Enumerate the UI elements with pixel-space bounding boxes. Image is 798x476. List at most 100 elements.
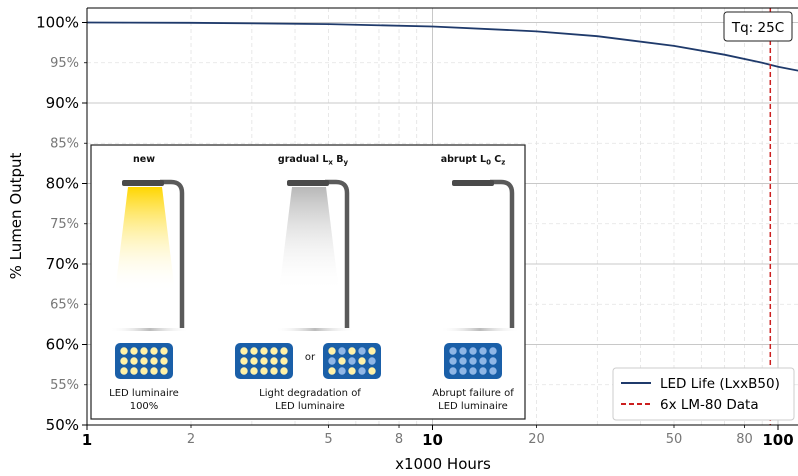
led-on-dot <box>270 347 278 355</box>
inset-panel-new: new LED luminaire 100% <box>109 154 190 412</box>
led-on-dot <box>368 367 376 375</box>
inset-illustration: new LED luminaire 100% gradual Lx By or … <box>90 144 526 420</box>
y-tick-label-major: 80% <box>46 174 79 192</box>
axes <box>82 7 798 430</box>
led-off-dot <box>479 357 487 365</box>
x-tick-label-minor: 80 <box>736 432 753 447</box>
led-on-dot <box>140 367 148 375</box>
caption-gradual-line1: Light degradation of <box>259 388 361 399</box>
y-tick-label-major: 100% <box>36 13 79 31</box>
caption-new-line1: LED luminaire <box>109 388 179 399</box>
led-on-dot <box>140 357 148 365</box>
led-on-dot <box>368 347 376 355</box>
led-on-dot <box>150 347 158 355</box>
y-tick-label-minor: 75% <box>50 217 79 232</box>
streetlight-head-gradual-icon <box>287 180 329 186</box>
caption-abrupt-line2: LED luminaire <box>438 401 508 412</box>
y-tick-label-major: 60% <box>46 335 79 353</box>
led-on-dot <box>240 347 248 355</box>
ground-abrupt <box>440 328 520 331</box>
led-off-dot <box>459 357 467 365</box>
led-off-dot <box>348 357 356 365</box>
x-tick-label-minor: 50 <box>666 432 683 447</box>
led-on-dot <box>130 347 138 355</box>
caption-abrupt-line1: Abrupt failure of <box>432 388 514 399</box>
led-off-dot <box>469 357 477 365</box>
led-on-dot <box>328 347 336 355</box>
led-off-dot <box>469 367 477 375</box>
ground-new <box>110 328 190 331</box>
ground-gradual <box>275 328 355 331</box>
y-tick-label-major: 90% <box>46 94 79 112</box>
caption-gradual-line2: LED luminaire <box>275 401 345 412</box>
led-off-dot <box>358 347 366 355</box>
x-axis-label: x1000 Hours <box>395 455 491 473</box>
led-on-dot <box>270 367 278 375</box>
inset-heading-abrupt: abrupt L0 Cz <box>441 154 506 167</box>
led-off-dot <box>489 357 497 365</box>
y-tick-label-minor: 65% <box>50 298 79 313</box>
or-label: or <box>305 352 316 363</box>
inset-heading-gradual: gradual Lx By <box>278 154 349 167</box>
inset-panel-abrupt: abrupt L0 Cz Abrupt failure of LED lumin… <box>432 154 520 412</box>
led-on-dot <box>338 357 346 365</box>
x-tick-label-minor: 5 <box>324 432 332 447</box>
annotation-tq-box: Tq: 25C <box>723 11 793 42</box>
led-off-dot <box>449 367 457 375</box>
inset-heading-new: new <box>133 154 155 165</box>
led-off-dot <box>459 367 467 375</box>
beam-yellow-icon <box>115 187 175 292</box>
legend-label-lm80: 6x LM-80 Data <box>660 397 759 413</box>
led-on-dot <box>130 367 138 375</box>
led-on-dot <box>260 357 268 365</box>
x-tick-label-minor: 8 <box>395 432 403 447</box>
led-on-dot <box>120 367 128 375</box>
led-on-dot <box>328 367 336 375</box>
legend-label-led-life: LED Life (LxxB50) <box>660 376 780 392</box>
x-tick-label-major: 10 <box>422 431 443 449</box>
x-tick-label-minor: 2 <box>187 432 195 447</box>
led-on-dot <box>240 357 248 365</box>
led-off-dot <box>368 357 376 365</box>
led-on-dot <box>250 367 258 375</box>
led-on-dot <box>270 357 278 365</box>
streetlight-pole-abrupt-icon <box>490 179 515 328</box>
led-off-dot <box>449 347 457 355</box>
caption-new-line2: 100% <box>130 401 159 412</box>
led-on-dot <box>150 367 158 375</box>
led-on-dot <box>260 367 268 375</box>
led-module-all-off-icon <box>444 343 502 379</box>
led-on-dot <box>160 357 168 365</box>
led-off-dot <box>338 347 346 355</box>
led-on-dot <box>260 347 268 355</box>
led-on-dot <box>160 367 168 375</box>
led-off-dot <box>449 357 457 365</box>
led-on-dot <box>348 347 356 355</box>
led-on-dot <box>120 357 128 365</box>
inset-panel-gradual: gradual Lx By or Light degradation of LE… <box>235 154 381 412</box>
x-tick-label-major: 1 <box>82 431 92 449</box>
series-layer <box>86 8 798 425</box>
led-on-dot <box>160 347 168 355</box>
led-off-dot <box>328 357 336 365</box>
led-off-dot <box>469 347 477 355</box>
led-on-dot <box>240 367 248 375</box>
led-on-dot <box>348 367 356 375</box>
led-off-dot <box>459 347 467 355</box>
streetlight-pole-gradual-icon <box>325 179 350 328</box>
led-on-dot <box>120 347 128 355</box>
led-off-dot <box>338 367 346 375</box>
tick-labels: 100% 90% 80% 70% 60% 50% 95% 85% 75% 65% 55% 1 10 100… <box>36 13 794 449</box>
led-off-dot <box>358 367 366 375</box>
led-module-dimmed-icon <box>235 343 293 379</box>
led-module-partial-icon <box>323 343 381 379</box>
streetlight-head-abrupt-icon <box>452 180 494 186</box>
led-on-dot <box>280 347 288 355</box>
led-on-dot <box>280 357 288 365</box>
led-off-dot <box>489 347 497 355</box>
led-on-dot <box>358 357 366 365</box>
led-on-dot <box>150 357 158 365</box>
y-axis-label: % Lumen Output <box>7 152 25 279</box>
streetlight-pole-new-icon <box>160 179 185 328</box>
